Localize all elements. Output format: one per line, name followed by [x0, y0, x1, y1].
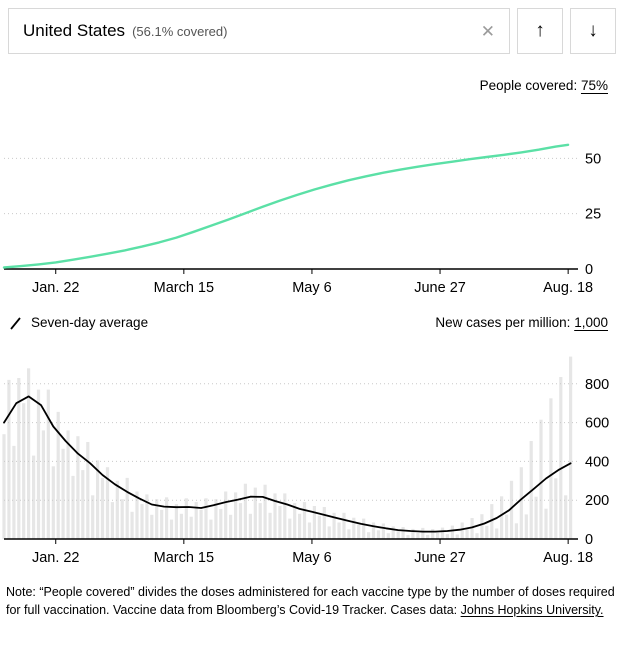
vaccine-chart-svg: 0 25 50 Jan. 22 March 15 May 6 June 27 Aug. 18: [2, 143, 601, 296]
cases-axis-top-label: New cases per million: 1,000: [435, 314, 608, 333]
up-arrow-button[interactable]: ↑: [517, 8, 563, 54]
cases-chart-header: Seven-day average New cases per million:…: [8, 314, 608, 333]
johns-hopkins-link[interactable]: Johns Hopkins University.: [460, 603, 604, 618]
x-tick-label: Jan. 22: [32, 550, 80, 566]
y-tick-label: 800: [585, 377, 609, 393]
header: United States (56.1% covered) ✕ ↑ ↓: [8, 8, 616, 54]
vaccine-axis-top-label: People covered: 75%: [0, 78, 608, 93]
seven-day-average-legend: Seven-day average: [8, 314, 148, 333]
x-tick-label: March 15: [154, 280, 214, 296]
y-tick-label: 200: [585, 493, 609, 509]
x-tick-label: June 27: [414, 280, 466, 296]
y-tick-label: 0: [585, 532, 593, 548]
down-arrow-icon: ↓: [588, 20, 598, 41]
y-tick-label: 50: [585, 151, 601, 167]
y-tick-label: 400: [585, 454, 609, 470]
x-tick-label: June 27: [414, 550, 466, 566]
covid-tracker-widget: United States (56.1% covered) ✕ ↑ ↓ Peop…: [0, 8, 624, 619]
vaccine-axis-top-value: 75%: [580, 78, 608, 93]
cases-chart-svg: 0 200 400 600 800 Jan. 22 March 15 May 6 June 27…: [2, 356, 609, 566]
up-arrow-icon: ↑: [535, 20, 545, 41]
close-icon[interactable]: ✕: [480, 21, 495, 41]
cases-bar-chart: 0 200 400 600 800 Jan. 22 March 15 May 6 June 27…: [0, 335, 624, 575]
daily-cases-bars: [2, 356, 573, 539]
x-tick-label: May 6: [292, 550, 332, 566]
x-tick-label: Jan. 22: [32, 280, 80, 296]
seven-day-average-line: [3, 395, 572, 533]
country-selector[interactable]: United States (56.1% covered) ✕: [8, 8, 510, 54]
x-tick-label: Aug. 18: [543, 550, 593, 566]
seven-day-average-label: Seven-day average: [31, 315, 149, 330]
vaccine-axis-top-prefix: People covered:: [479, 78, 578, 93]
y-tick-label: 0: [585, 262, 593, 278]
cases-axis-top-prefix: New cases per million:: [435, 315, 571, 330]
y-tick-label: 25: [585, 207, 601, 223]
x-tick-label: March 15: [154, 550, 214, 566]
down-arrow-button[interactable]: ↓: [570, 8, 616, 54]
footnote: Note: “People covered” divides the doses…: [6, 583, 616, 619]
x-tick-label: May 6: [292, 280, 332, 296]
vaccination-line-chart: 0 25 50 Jan. 22 March 15 May 6 June 27 Aug. 18: [0, 97, 624, 302]
y-tick-label: 600: [585, 415, 609, 431]
cases-axis-top-value: 1,000: [574, 315, 608, 330]
footnote-text: Note: “People covered” divides the doses…: [6, 584, 615, 618]
x-tick-label: Aug. 18: [543, 280, 593, 296]
seven-day-average-line-icon: [10, 317, 21, 330]
country-name: United States: [23, 21, 126, 40]
people-covered-line: [2, 143, 570, 269]
coverage-percent-label: (56.1% covered): [132, 23, 228, 39]
